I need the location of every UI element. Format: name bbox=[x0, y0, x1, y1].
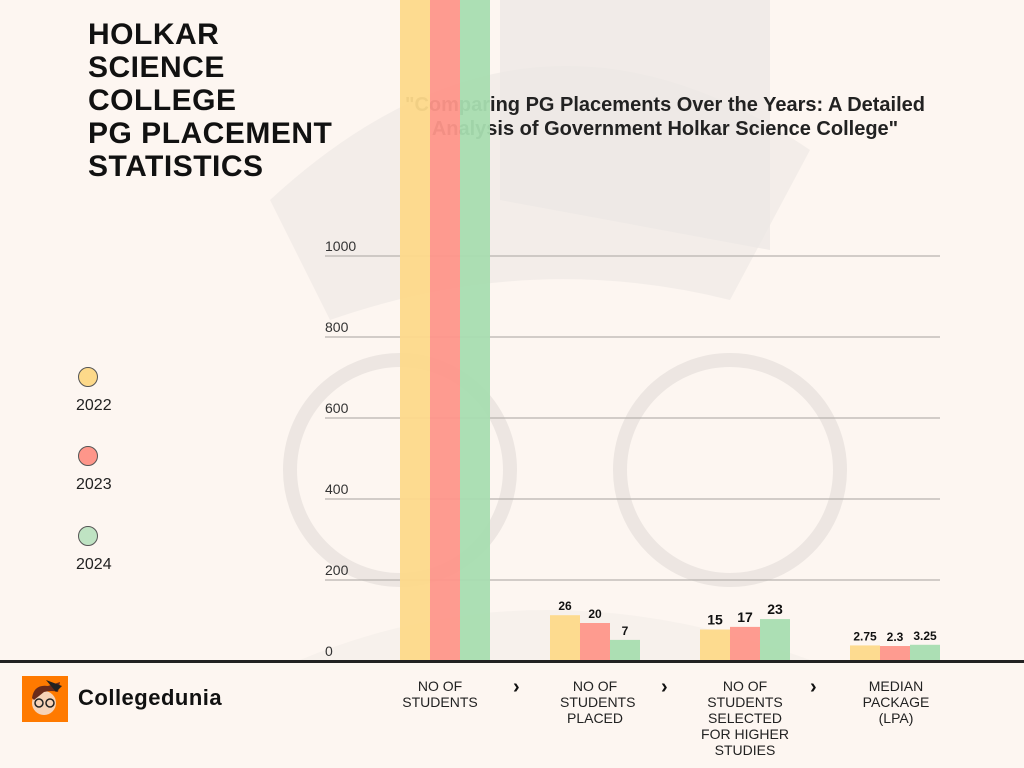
bar-2023 bbox=[580, 623, 610, 661]
y-tick-label: 200 bbox=[325, 562, 349, 578]
bar-2023 bbox=[880, 646, 910, 661]
title-line: PG PLACEMENT bbox=[88, 117, 333, 150]
bar-2024 bbox=[610, 639, 640, 661]
bar-2024 bbox=[760, 619, 790, 661]
legend-item-2024: 2024 bbox=[76, 526, 112, 574]
bar-2023 bbox=[730, 626, 760, 661]
data-label: 20 bbox=[588, 607, 602, 621]
bar-2022 bbox=[850, 645, 880, 661]
data-label: 3.25 bbox=[913, 629, 937, 643]
category-label: MEDIAN PACKAGE (LPA) bbox=[862, 678, 930, 726]
bar-2024 bbox=[460, 0, 490, 661]
data-label: 2.75 bbox=[853, 629, 877, 643]
collegedunia-logo bbox=[22, 676, 68, 722]
brand-name: Collegedunia bbox=[78, 685, 223, 710]
category-label: NO OF STUDENTS PLACED bbox=[560, 678, 636, 726]
page-title: HOLKAR SCIENCE COLLEGE PG PLACEMENT STAT… bbox=[88, 18, 332, 183]
title-line: SCIENCE bbox=[88, 51, 225, 84]
legend-swatch bbox=[78, 446, 98, 466]
chart-title: "Comparing PG Placements Over the Years:… bbox=[404, 94, 926, 140]
y-tick-label: 800 bbox=[325, 319, 349, 335]
y-tick-label: 1000 bbox=[325, 238, 356, 254]
bar-2022 bbox=[550, 615, 580, 661]
chevron-right-icon: › bbox=[810, 676, 817, 698]
x-axis-line bbox=[0, 660, 1024, 663]
y-tick-label: 600 bbox=[325, 400, 349, 416]
title-line: COLLEGE bbox=[88, 84, 237, 117]
data-label: 15 bbox=[707, 612, 723, 628]
legend-swatch bbox=[78, 526, 98, 546]
legend-label: 2024 bbox=[76, 556, 112, 573]
legend-item-2022: 2022 bbox=[76, 367, 112, 415]
category-label: NO OF STUDENTS SELECTED FOR HIGHER STUDI… bbox=[701, 678, 789, 758]
title-line: STATISTICS bbox=[88, 150, 264, 183]
data-label: 26 bbox=[558, 599, 572, 613]
data-label: 17 bbox=[737, 609, 753, 625]
mascot-icon bbox=[32, 680, 62, 715]
y-tick-label: 0 bbox=[325, 643, 333, 659]
bar-2024 bbox=[910, 644, 940, 661]
y-tick-label: 400 bbox=[325, 481, 349, 497]
data-label: 7 bbox=[622, 624, 629, 638]
chevron-right-icon: › bbox=[513, 676, 520, 698]
legend-swatch bbox=[78, 367, 98, 387]
category-label: NO OF STUDENTS bbox=[402, 678, 478, 710]
bar-2022 bbox=[400, 0, 430, 661]
title-line: HOLKAR bbox=[88, 18, 220, 51]
bar-2022 bbox=[700, 629, 730, 661]
data-label: 2.3 bbox=[887, 630, 904, 644]
legend-label: 2023 bbox=[76, 476, 112, 493]
bar-2023 bbox=[430, 0, 460, 661]
legend-label: 2022 bbox=[76, 397, 112, 414]
legend-item-2023: 2023 bbox=[76, 446, 112, 494]
chevron-right-icon: › bbox=[661, 676, 668, 698]
data-label: 23 bbox=[767, 601, 783, 617]
